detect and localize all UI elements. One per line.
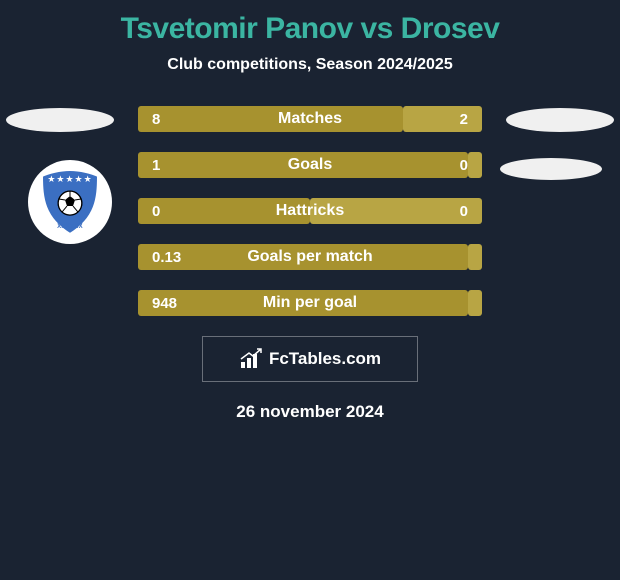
- logo-text: XXXXXX: [36, 224, 104, 230]
- player-ellipse-left: [6, 108, 114, 132]
- stat-value-left: 8: [152, 111, 160, 128]
- club-logo: ★★★★★ XXXXXX: [28, 160, 112, 244]
- fctables-text: FcTables.com: [269, 349, 381, 369]
- stat-value-left: 0: [152, 203, 160, 220]
- stat-value-right: 0: [460, 157, 468, 174]
- stat-value-left: 1: [152, 157, 160, 174]
- stat-bar-left: 8: [138, 106, 403, 132]
- stat-bar-right: [468, 244, 482, 270]
- date-text: 26 november 2024: [0, 402, 620, 422]
- stat-value-left: 0.13: [152, 249, 181, 266]
- player-ellipse-right-top: [506, 108, 614, 132]
- stat-bar-right: 0: [468, 152, 482, 178]
- stat-bar-right: 2: [403, 106, 482, 132]
- logo-stars: ★★★★★: [36, 174, 104, 185]
- stat-value-right: 0: [460, 203, 468, 220]
- stat-row: 0.13Goals per match: [138, 244, 482, 270]
- stat-bar-left: 948: [138, 290, 468, 316]
- stats-panel: 82Matches10Goals00Hattricks0.13Goals per…: [138, 106, 482, 316]
- stat-bar-left: 1: [138, 152, 468, 178]
- stat-row: 82Matches: [138, 106, 482, 132]
- page-title: Tsvetomir Panov vs Drosev: [0, 0, 620, 46]
- stat-bar-left: 0: [138, 198, 310, 224]
- stat-row: 00Hattricks: [138, 198, 482, 224]
- bars-icon: [239, 348, 263, 370]
- stat-value-left: 948: [152, 295, 177, 312]
- player-ellipse-right-bottom: [500, 158, 602, 180]
- soccer-ball-icon: [57, 190, 83, 216]
- content-area: ★★★★★ XXXXXX 82Matches10Goals00Hattricks…: [0, 106, 620, 422]
- stat-bar-right: [468, 290, 482, 316]
- subtitle: Club competitions, Season 2024/2025: [0, 56, 620, 74]
- stat-value-right: 2: [460, 111, 468, 128]
- fctables-logo: FcTables.com: [202, 336, 418, 382]
- stat-bar-right: 0: [310, 198, 482, 224]
- stat-row: 10Goals: [138, 152, 482, 178]
- stat-row: 948Min per goal: [138, 290, 482, 316]
- stat-bar-left: 0.13: [138, 244, 468, 270]
